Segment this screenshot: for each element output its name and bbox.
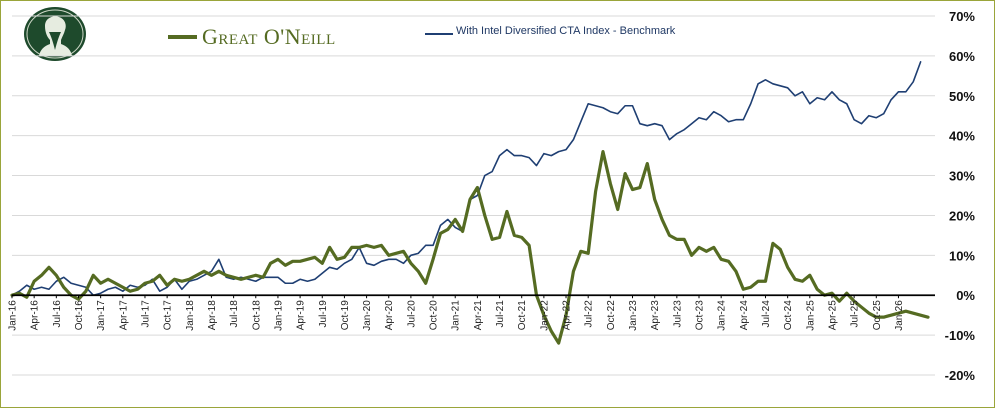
x-tick-label: Oct-23 <box>695 300 706 330</box>
x-tick-label: Oct-22 <box>606 300 617 330</box>
legend-benchmark: With Intel Diversified CTA Index - Bench… <box>425 24 725 44</box>
x-tick-label: Jul-24 <box>761 300 772 328</box>
x-tick-label: Oct-18 <box>251 300 262 330</box>
x-axis-ticks: Jan-16 Apr-16 Jul-16 Oct-16 Jan-17 Apr-17 Jul-… <box>8 300 905 331</box>
y-tick-label: 70% <box>949 9 975 24</box>
x-tick-label: Jan-19 <box>273 300 284 331</box>
legend-label-benchmark: With Intel Diversified CTA Index - Bench… <box>456 25 676 37</box>
legend-swatch-great-oneill <box>168 35 197 39</box>
x-tick-label: Oct-17 <box>163 300 174 330</box>
legend-great-oneill: Great O'Neill <box>168 24 418 50</box>
x-tick-label: Jul-25 <box>850 300 861 328</box>
y-tick-label: 60% <box>949 49 975 64</box>
y-tick-label: 50% <box>949 89 975 104</box>
x-tick-label: Jul-16 <box>52 300 63 328</box>
x-tick-label: Jan-18 <box>185 300 196 331</box>
x-tick-label: Apr-20 <box>384 300 395 330</box>
y-tick-label: -10% <box>945 328 976 343</box>
x-tick-label: Apr-24 <box>739 300 750 330</box>
x-tick-label: Jul-19 <box>318 300 329 328</box>
x-tick-label: Apr-22 <box>562 300 573 330</box>
x-tick-label: Oct-16 <box>74 300 85 330</box>
x-tick-label: Jan-16 <box>8 300 19 331</box>
x-tick-label: Jan-22 <box>539 300 550 331</box>
y-tick-label: -20% <box>945 368 976 383</box>
x-tick-label: Jan-24 <box>717 300 728 331</box>
y-tick-label: 40% <box>949 129 975 144</box>
x-tick-label: Jan-23 <box>628 300 639 331</box>
x-tick-label: Jul-17 <box>140 300 151 328</box>
y-tick-label: 0% <box>956 288 975 303</box>
x-tick-label: Oct-25 <box>872 300 883 330</box>
x-tick-label: Oct-20 <box>429 300 440 330</box>
x-tick-label: Apr-17 <box>118 300 129 330</box>
x-tick-label: Jul-21 <box>495 300 506 328</box>
x-tick-label: Jan-17 <box>96 300 107 331</box>
y-tick-label: 30% <box>949 169 975 184</box>
y-axis-ticks: -20% -10% 0% 10% 20% 30% 40% 50% 60% 70% <box>945 9 976 383</box>
x-tick-label: Jul-23 <box>672 300 683 328</box>
y-tick-label: 10% <box>949 248 975 263</box>
series-lines <box>10 61 930 345</box>
x-tick-label: Apr-18 <box>207 300 218 330</box>
x-tick-label: Oct-19 <box>340 300 351 330</box>
company-logo <box>24 7 86 61</box>
x-tick-label: Apr-16 <box>30 300 41 330</box>
y-tick-label: 20% <box>949 208 975 223</box>
x-tick-label: Apr-25 <box>827 300 838 330</box>
x-tick-label: Jan-20 <box>362 300 373 331</box>
x-tick-label: Jul-22 <box>584 300 595 328</box>
x-tick-label: Oct-21 <box>517 300 528 330</box>
x-tick-label: Jan-26 <box>894 300 905 331</box>
x-axis <box>11 294 935 299</box>
x-tick-label: Jan-25 <box>805 300 816 331</box>
gridlines <box>12 15 935 376</box>
x-tick-label: Jul-20 <box>406 300 417 328</box>
legend-swatch-benchmark <box>425 33 453 35</box>
x-tick-label: Jul-18 <box>229 300 240 328</box>
x-tick-label: Apr-23 <box>650 300 661 330</box>
x-tick-label: Jan-21 <box>451 300 462 331</box>
x-tick-label: Apr-21 <box>473 300 484 330</box>
portrait-medallion-icon <box>39 16 72 56</box>
x-tick-label: Oct-24 <box>783 300 794 330</box>
legend-label-great-oneill: Great O'Neill <box>202 24 336 49</box>
x-tick-label: Apr-19 <box>296 300 307 330</box>
series-line-great-oneill <box>10 150 930 345</box>
